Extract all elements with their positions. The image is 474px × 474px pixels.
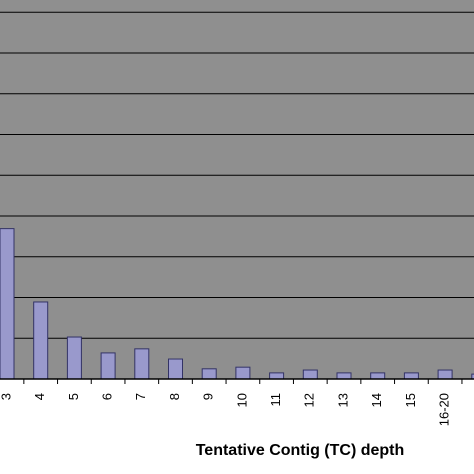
bar [437,369,453,380]
x-tick-label: 15 [403,393,418,407]
bar [201,368,217,380]
x-tick-label: 9 [201,393,216,400]
bar [370,372,386,380]
bar [33,301,49,380]
bar [100,352,116,380]
bar [0,228,15,380]
x-tick-label: 14 [369,393,384,407]
x-tick-label: 7 [133,393,148,400]
bar [471,373,474,380]
x-tick-label: 10 [234,393,249,407]
bar [66,336,82,380]
x-tick-label: 4 [32,393,47,400]
x-tick-label: 6 [100,393,115,400]
bar [235,366,251,380]
bar [168,358,183,380]
bar [269,372,285,380]
bar [302,369,318,380]
bar [336,372,352,380]
x-tick-label: 16-20 [437,393,452,426]
x-axis-title: Tentative Contig (TC) depth [196,442,405,459]
x-tick-label: 13 [335,393,350,407]
plot-area [0,0,474,379]
x-tick-label: 8 [167,393,182,400]
x-tick-label: 3 [0,393,13,400]
bar [134,348,150,380]
x-tick-label: 11 [268,393,283,407]
x-tick-label: 5 [66,393,81,400]
x-tick-label: 12 [302,393,317,407]
bar [403,372,419,380]
